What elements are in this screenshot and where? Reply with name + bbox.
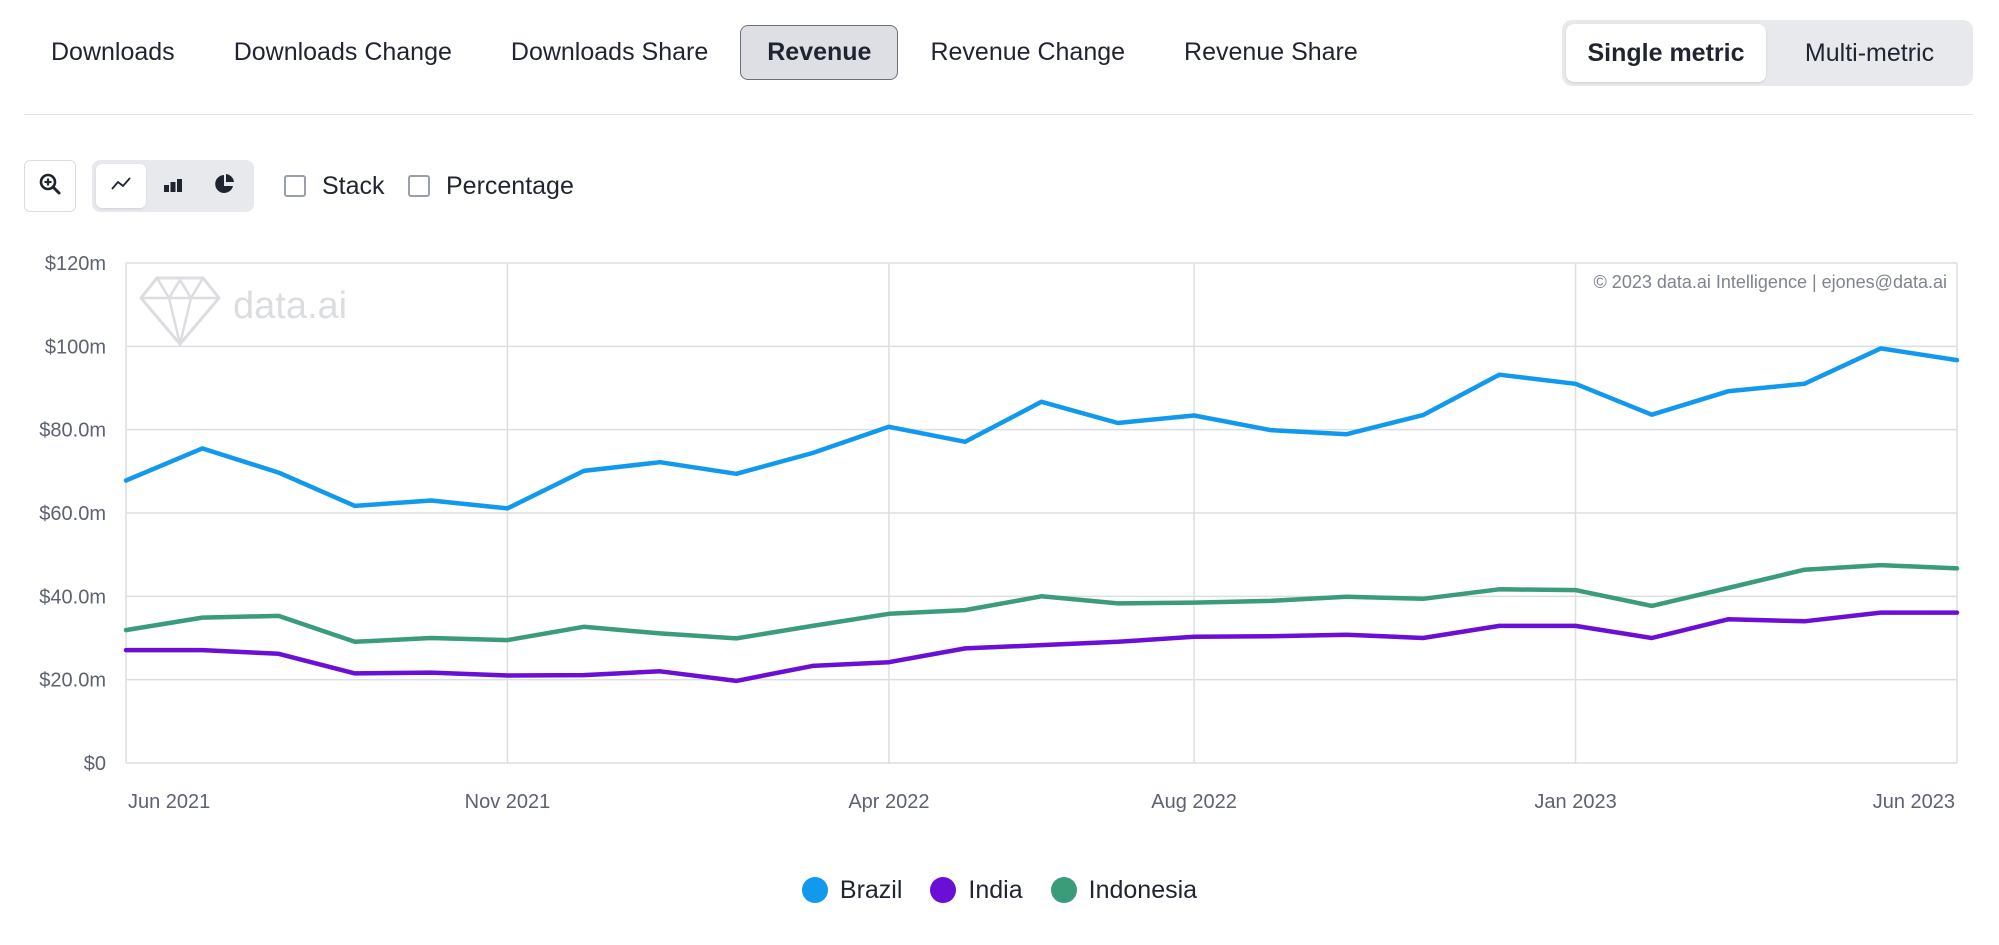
tab-revenue[interactable]: Revenue bbox=[740, 24, 899, 80]
percentage-checkbox[interactable]: Percentage bbox=[408, 160, 574, 212]
x-tick-label: Jun 2023 bbox=[1873, 791, 1955, 813]
legend-item-indonesia[interactable]: Indonesia bbox=[1050, 875, 1198, 905]
tab-revenue-share[interactable]: Revenue Share bbox=[1184, 37, 1358, 66]
tab-downloads-share[interactable]: Downloads Share bbox=[510, 37, 709, 66]
series-line-indonesia[interactable] bbox=[123, 562, 1960, 645]
stack-label: Stack bbox=[322, 171, 385, 200]
metric-mode-toggle: Single metric Multi-metric bbox=[1562, 20, 1973, 86]
y-tick-label: $120m bbox=[45, 253, 106, 275]
y-tick-label: $40.0m bbox=[39, 586, 106, 608]
legend-dot-brazil bbox=[801, 877, 828, 903]
chart-grid bbox=[125, 262, 1958, 764]
line-view-button[interactable] bbox=[96, 164, 146, 208]
legend-dot-india bbox=[930, 877, 957, 903]
y-tick-label: $60.0m bbox=[39, 503, 106, 525]
tab-downloads[interactable]: Downloads bbox=[51, 37, 175, 66]
zoom-in-icon bbox=[38, 172, 62, 201]
legend-label-india: India bbox=[968, 875, 1023, 904]
stack-checkbox[interactable]: Stack bbox=[284, 160, 385, 212]
data-ai-watermark: data.ai bbox=[139, 276, 347, 347]
diamond-logo-icon bbox=[139, 276, 221, 347]
revenue-chart: data.ai © 2023 data.ai Intelligence | ej… bbox=[0, 240, 1999, 860]
percentage-label: Percentage bbox=[446, 171, 574, 200]
y-tick-label: $0 bbox=[84, 753, 106, 775]
chart-toolbar: Stack Percentage bbox=[0, 160, 1999, 214]
series-line-india[interactable] bbox=[123, 610, 1960, 684]
legend-item-india[interactable]: India bbox=[930, 875, 1023, 905]
bar-chart-icon bbox=[161, 172, 185, 201]
watermark-brand: data.ai bbox=[233, 285, 347, 327]
chart-legend: Brazil India Indonesia bbox=[0, 870, 1999, 910]
series-lines bbox=[123, 346, 1960, 684]
y-tick-label: $80.0m bbox=[39, 420, 106, 442]
x-tick-label: Nov 2021 bbox=[465, 791, 551, 813]
line-chart-icon bbox=[109, 172, 133, 201]
x-tick-label: Jan 2023 bbox=[1534, 791, 1616, 813]
line-chart-svg: data.ai © 2023 data.ai Intelligence | ej… bbox=[39, 253, 1960, 813]
series-line-brazil[interactable] bbox=[123, 346, 1960, 511]
percentage-checkbox-box[interactable] bbox=[408, 175, 430, 197]
x-tick-label: Apr 2022 bbox=[848, 791, 929, 813]
metric-tabs: Downloads Downloads Change Downloads Sha… bbox=[24, 22, 1390, 82]
pie-view-button[interactable] bbox=[200, 164, 250, 208]
legend-label-brazil: Brazil bbox=[839, 875, 903, 904]
legend-item-brazil[interactable]: Brazil bbox=[801, 875, 903, 905]
x-tick-label: Jun 2021 bbox=[128, 791, 210, 813]
legend-dot-indonesia bbox=[1050, 877, 1077, 903]
pie-chart-icon bbox=[213, 172, 237, 201]
copyright-text: © 2023 data.ai Intelligence | ejones@dat… bbox=[1594, 272, 1947, 292]
header-divider bbox=[24, 114, 1973, 115]
zoom-button[interactable] bbox=[24, 160, 76, 212]
bar-view-button[interactable] bbox=[148, 164, 198, 208]
y-axis: $0 $20.0m $40.0m $60.0m $80.0m $100m $120m bbox=[39, 253, 106, 775]
chart-type-selector bbox=[92, 160, 254, 212]
y-tick-label: $100m bbox=[45, 336, 106, 358]
stack-checkbox-box[interactable] bbox=[284, 175, 306, 197]
y-tick-label: $20.0m bbox=[39, 670, 106, 692]
single-metric-button[interactable]: Single metric bbox=[1566, 24, 1766, 82]
legend-label-indonesia: Indonesia bbox=[1088, 875, 1198, 904]
x-tick-label: Aug 2022 bbox=[1151, 791, 1237, 813]
tab-downloads-change[interactable]: Downloads Change bbox=[233, 37, 452, 66]
tab-revenue-change[interactable]: Revenue Change bbox=[930, 37, 1126, 66]
x-axis: Jun 2021 Nov 2021 Apr 2022 Aug 2022 Jan 2023… bbox=[128, 791, 1955, 813]
multi-metric-button[interactable]: Multi-metric bbox=[1804, 38, 1935, 67]
